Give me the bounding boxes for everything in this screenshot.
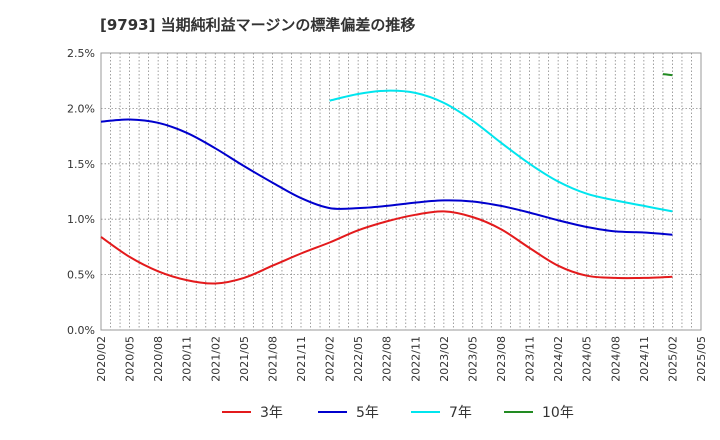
legend-label: 5年 (356, 405, 379, 421)
plot-area (100, 52, 702, 331)
y-tick-label: 2.0% (67, 102, 95, 115)
x-tick-label: 2021/05 (238, 336, 251, 382)
x-tick-label: 2020/11 (181, 336, 194, 382)
x-tick-label: 2022/02 (324, 336, 337, 382)
x-tick-label: 2023/05 (466, 336, 479, 382)
grid-layer (100, 52, 702, 331)
series-line-1 (100, 210, 673, 285)
legend-label: 3年 (260, 405, 283, 421)
x-tick-label: 2023/02 (438, 336, 451, 382)
x-tick-label: 2021/02 (209, 336, 222, 382)
series-layer (100, 73, 673, 285)
series-line-2 (100, 118, 673, 236)
x-tick-label: 2020/08 (152, 336, 165, 382)
y-tick-label: 1.0% (67, 213, 95, 226)
legend-label: 10年 (542, 405, 574, 421)
x-tick-label: 2024/08 (609, 336, 622, 382)
x-tick-label: 2024/02 (552, 336, 565, 382)
x-tick-label: 2025/05 (695, 336, 708, 382)
x-tick-label: 2024/05 (581, 336, 594, 382)
chart-title: [9793] 当期純利益マージンの標準偏差の推移 (100, 16, 416, 34)
x-tick-label: 2020/05 (124, 336, 137, 382)
x-tick-label: 2021/11 (295, 336, 308, 382)
series-line-4 (662, 73, 673, 77)
x-tick-label: 2025/02 (666, 336, 679, 382)
x-tick-label: 2022/11 (409, 336, 422, 382)
x-tick-label: 2020/02 (95, 336, 108, 382)
legend-label: 7年 (449, 405, 472, 421)
x-tick-label: 2022/08 (381, 336, 394, 382)
y-tick-label: 1.5% (67, 158, 95, 171)
y-tick-label: 0.5% (67, 269, 95, 282)
x-tick-label: 2022/05 (352, 336, 365, 382)
y-tick-label: 2.5% (67, 47, 95, 60)
y-tick-label: 0.0% (67, 324, 95, 337)
axis-layer: 0.0% 0.5% 1.0% 1.5% 2.0% 2.5% 2020/02 2020/05 20… (67, 47, 708, 382)
series-line-3 (329, 89, 673, 213)
legend-layer: 3年 5年 7年 10年 (222, 405, 574, 421)
x-tick-label: 2024/11 (638, 336, 651, 382)
x-tick-label: 2021/08 (266, 336, 279, 382)
x-tick-label: 2023/08 (495, 336, 508, 382)
x-tick-label: 2023/11 (524, 336, 537, 382)
